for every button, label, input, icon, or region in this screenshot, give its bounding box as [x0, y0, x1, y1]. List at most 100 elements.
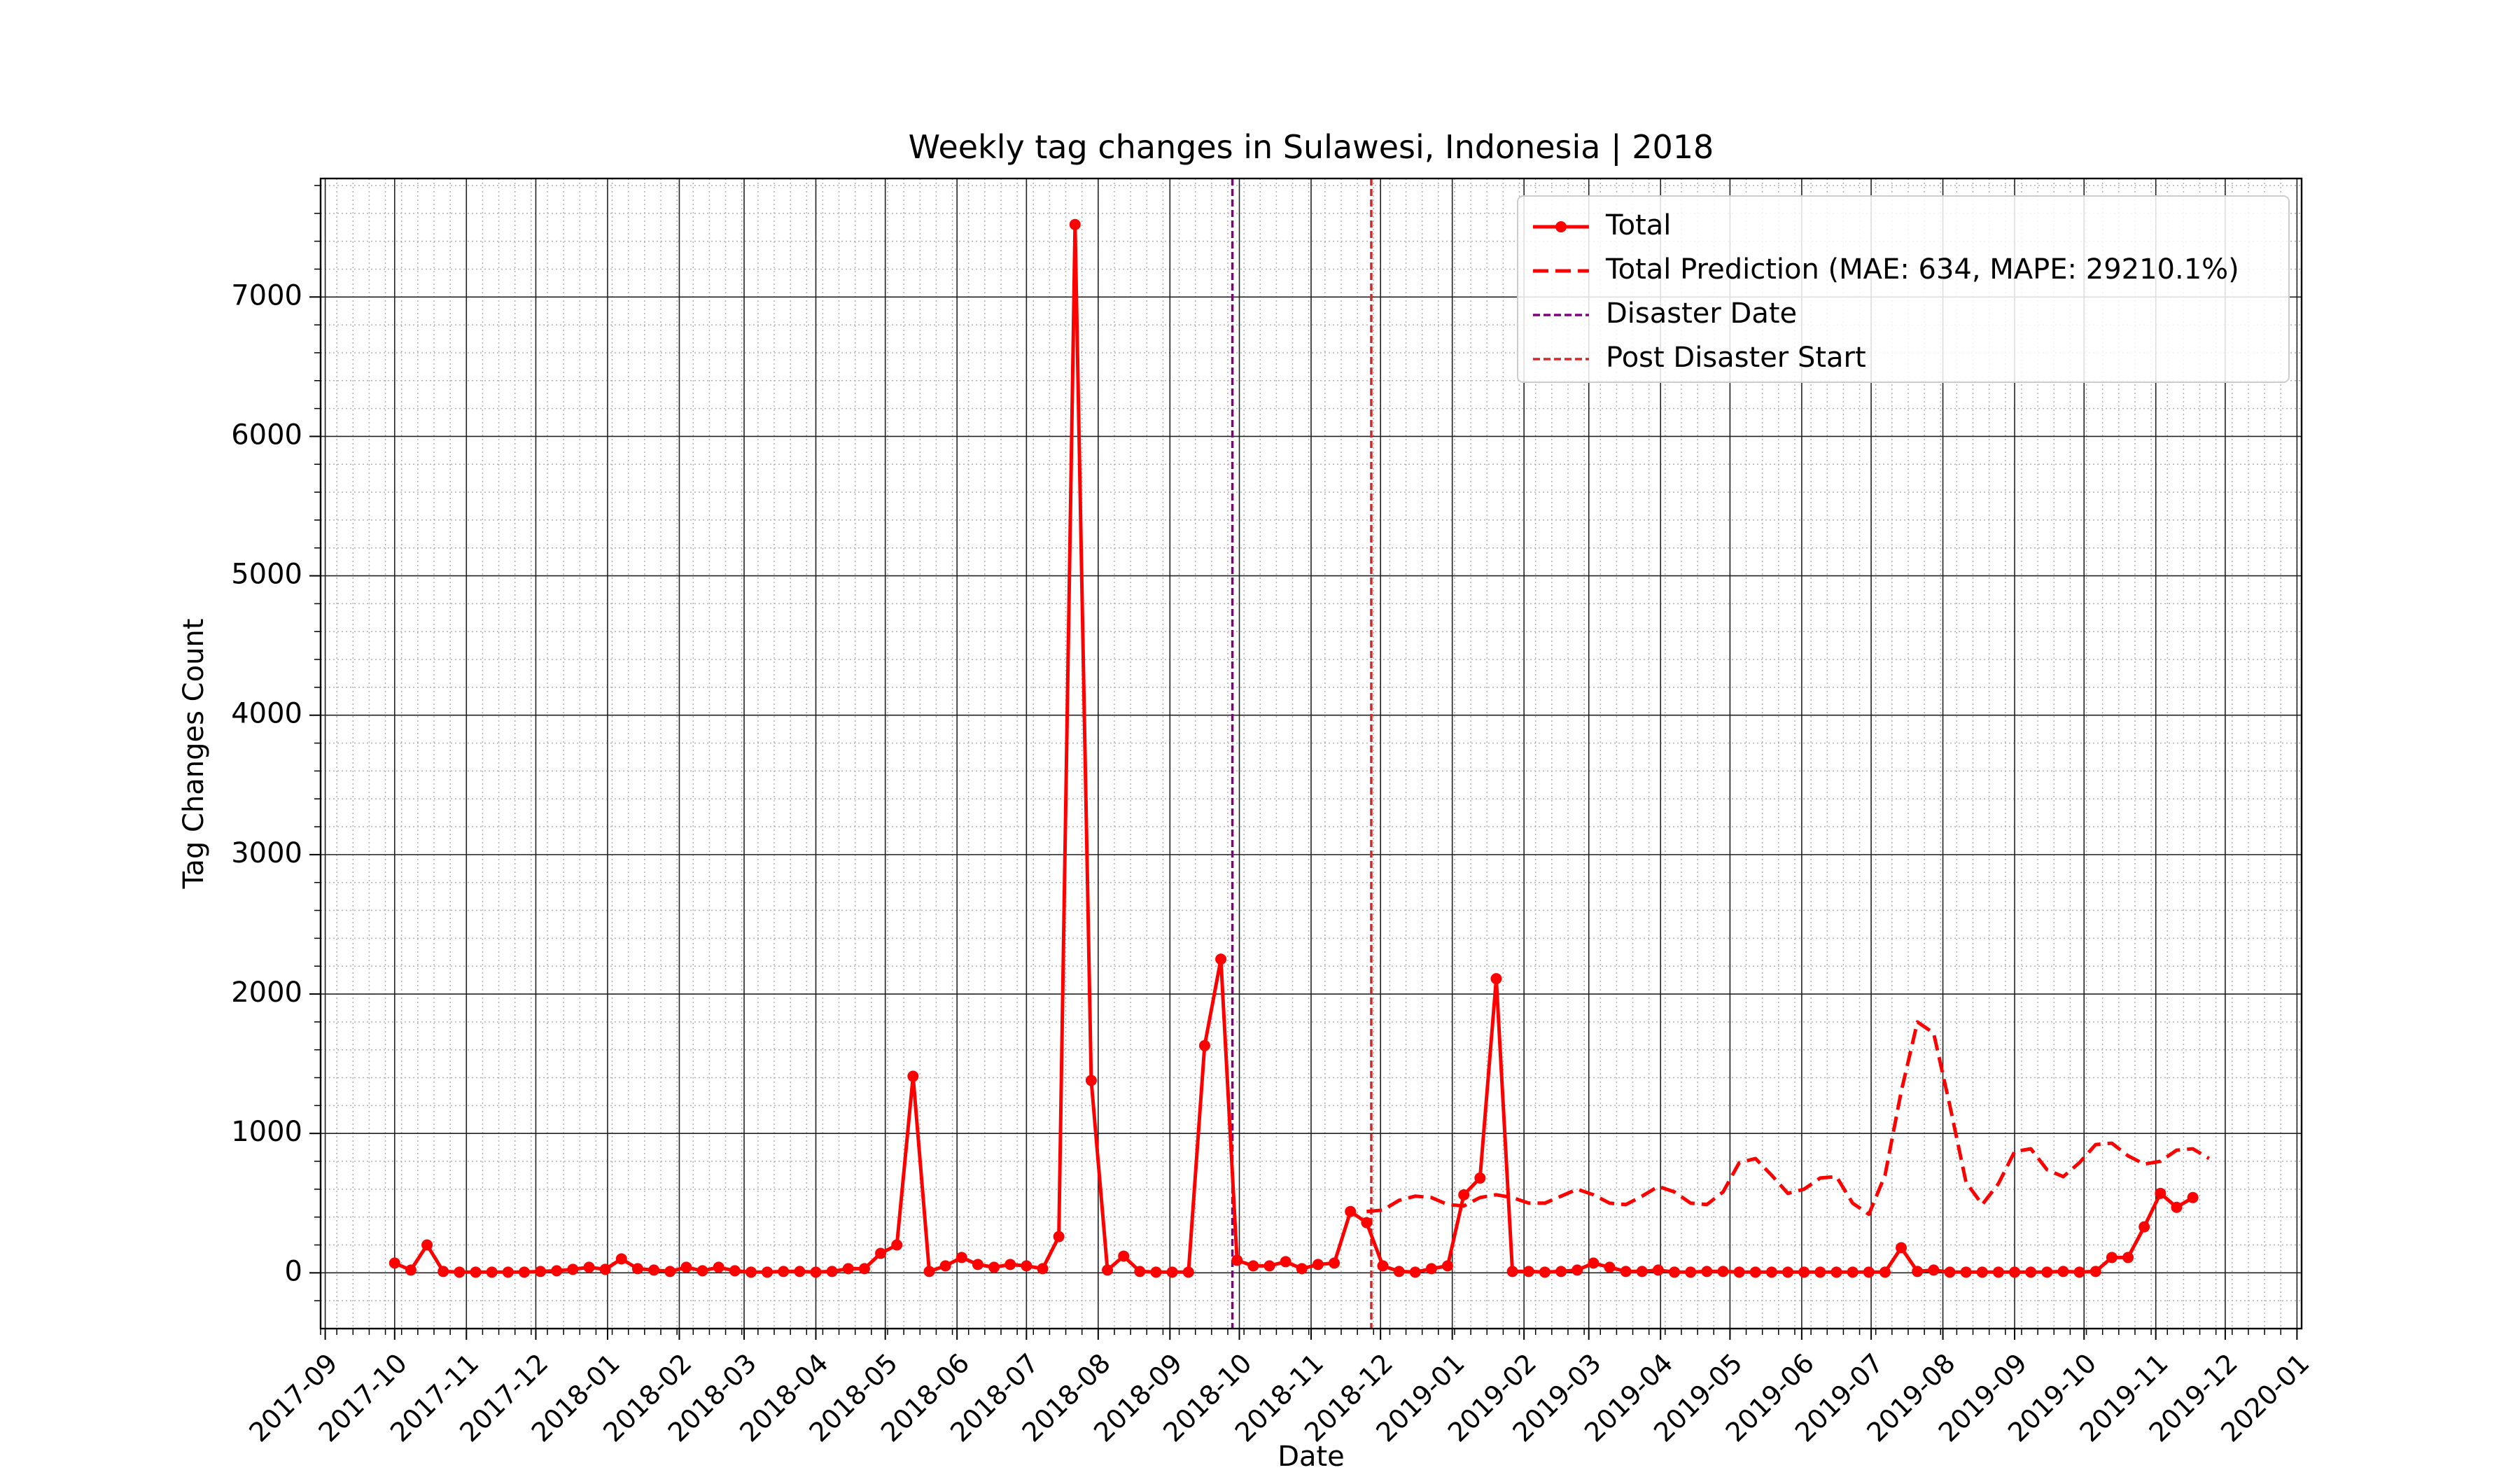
total-data-point — [1620, 1266, 1632, 1278]
total-data-point — [1182, 1266, 1194, 1278]
y-tick-label: 0 — [285, 1255, 302, 1287]
total-data-point — [1247, 1260, 1259, 1272]
total-data-point — [421, 1239, 433, 1251]
total-data-point — [1944, 1266, 1956, 1278]
total-data-point — [745, 1266, 757, 1278]
total-data-point — [1296, 1263, 1308, 1275]
total-data-point — [2073, 1266, 2085, 1278]
total-data-point — [1102, 1264, 1114, 1276]
total-data-point — [1798, 1266, 1810, 1278]
total-data-point — [794, 1266, 806, 1278]
total-data-point — [1118, 1250, 1130, 1262]
total-data-point — [1021, 1260, 1032, 1272]
total-data-point — [858, 1263, 870, 1275]
total-data-point — [664, 1266, 676, 1278]
total-data-point — [1992, 1266, 2004, 1278]
legend-marker-total — [1555, 221, 1567, 232]
total-data-point — [2122, 1252, 2134, 1264]
total-data-point — [1928, 1264, 1940, 1276]
total-data-point — [696, 1265, 708, 1277]
y-tick-label: 6000 — [231, 419, 302, 451]
total-data-point — [1539, 1266, 1550, 1278]
total-data-point — [1701, 1266, 1713, 1278]
total-data-point — [1409, 1266, 1421, 1278]
total-data-point — [2138, 1221, 2150, 1233]
total-data-point — [567, 1264, 579, 1275]
total-data-point — [2187, 1191, 2199, 1203]
total-data-point — [1312, 1259, 1324, 1270]
total-data-point — [1069, 218, 1081, 230]
total-data-point — [1717, 1266, 1729, 1278]
total-data-point — [1377, 1260, 1389, 1272]
total-data-point — [680, 1261, 692, 1273]
total-data-point — [438, 1266, 449, 1278]
total-data-point — [551, 1265, 563, 1277]
total-data-point — [454, 1266, 465, 1278]
total-data-point — [1474, 1172, 1486, 1184]
total-data-point — [1085, 1074, 1097, 1086]
total-data-point — [1847, 1266, 1858, 1278]
total-data-point — [599, 1264, 611, 1275]
y-tick-label: 5000 — [231, 559, 302, 591]
total-data-point — [1264, 1260, 1275, 1272]
total-data-point — [1053, 1231, 1065, 1242]
total-data-point — [1442, 1260, 1454, 1272]
total-data-point — [778, 1266, 790, 1278]
total-data-point — [923, 1266, 935, 1278]
total-data-point — [907, 1070, 919, 1082]
total-data-point — [1814, 1266, 1826, 1278]
total-data-point — [1231, 1254, 1243, 1266]
y-tick-label: 1000 — [231, 1116, 302, 1148]
total-data-point — [486, 1266, 498, 1278]
total-data-point — [1830, 1266, 1842, 1278]
total-data-point — [1037, 1263, 1049, 1275]
total-data-point — [1896, 1242, 1907, 1254]
total-data-point — [810, 1266, 822, 1278]
legend-label-prediction: Total Prediction (MAE: 634, MAPE: 29210.… — [1605, 253, 2239, 286]
total-data-point — [1765, 1266, 1777, 1278]
total-data-point — [1150, 1266, 1162, 1278]
total-data-point — [1636, 1266, 1648, 1278]
total-data-point — [1329, 1257, 1340, 1269]
total-data-point — [842, 1263, 854, 1275]
total-data-point — [502, 1266, 514, 1278]
total-data-point — [1976, 1266, 1988, 1278]
legend-box — [1517, 195, 2290, 383]
total-data-point — [615, 1253, 627, 1265]
y-tick-label: 2000 — [231, 976, 302, 1009]
total-data-point — [1134, 1266, 1146, 1278]
total-data-point — [729, 1265, 741, 1277]
total-data-point — [2009, 1266, 2021, 1278]
total-data-point — [631, 1263, 643, 1275]
x-axis-label: Date — [1278, 1441, 1345, 1470]
total-data-point — [955, 1252, 967, 1264]
total-data-point — [1749, 1266, 1761, 1278]
total-data-point — [1652, 1264, 1664, 1276]
event-lines — [1231, 178, 1373, 1329]
total-data-point — [762, 1266, 774, 1278]
series-layer — [388, 218, 2211, 1278]
chart-title: Weekly tag changes in Sulawesi, Indonesi… — [909, 128, 1714, 167]
total-data-point — [2171, 1201, 2183, 1213]
total-data-point — [826, 1266, 838, 1278]
total-data-point — [583, 1261, 595, 1273]
total-data-point — [1733, 1266, 1745, 1278]
total-data-point — [713, 1261, 724, 1273]
total-data-point — [1522, 1266, 1534, 1278]
y-tick-label: 4000 — [231, 698, 302, 730]
legend: Total Total Prediction (MAE: 634, MAPE: 2… — [1517, 195, 2290, 383]
total-data-point — [405, 1264, 416, 1276]
total-data-point — [2041, 1266, 2053, 1278]
total-data-point — [1490, 973, 1502, 985]
y-tick-label: 3000 — [231, 837, 302, 869]
total-data-point — [875, 1247, 887, 1259]
total-data-point — [1166, 1266, 1178, 1278]
total-data-point — [1506, 1266, 1518, 1278]
legend-label-disaster-date: Disaster Date — [1606, 298, 1797, 330]
y-axis-label: Tag Changes Count — [178, 619, 210, 890]
total-data-point — [1960, 1266, 1972, 1278]
total-data-point — [939, 1260, 951, 1272]
total-data-point — [2090, 1266, 2101, 1278]
total-data-point — [1685, 1266, 1697, 1278]
